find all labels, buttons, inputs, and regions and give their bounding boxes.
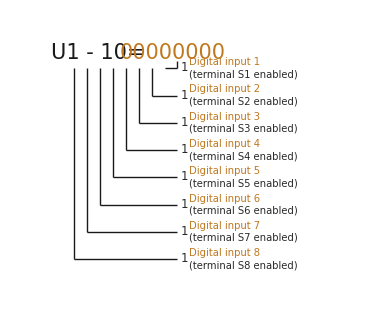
Text: Digital input 6: Digital input 6	[189, 193, 260, 204]
Text: (terminal S7 enabled): (terminal S7 enabled)	[189, 233, 297, 243]
Text: (terminal S4 enabled): (terminal S4 enabled)	[189, 151, 297, 161]
Text: Digital input 7: Digital input 7	[189, 221, 260, 231]
Text: 00000000: 00000000	[120, 43, 226, 63]
Text: 1: 1	[180, 89, 188, 102]
Text: 1: 1	[180, 61, 188, 74]
Text: 1: 1	[180, 143, 188, 156]
Text: (terminal S8 enabled): (terminal S8 enabled)	[189, 260, 297, 270]
Text: 1: 1	[180, 116, 188, 129]
Text: U1 - 10=: U1 - 10=	[51, 43, 144, 63]
Text: Digital input 1: Digital input 1	[189, 57, 260, 67]
Text: Digital input 3: Digital input 3	[189, 112, 260, 122]
Text: Digital input 5: Digital input 5	[189, 166, 260, 176]
Text: 1: 1	[180, 198, 188, 211]
Text: (terminal S1 enabled): (terminal S1 enabled)	[189, 69, 297, 79]
Text: (terminal S6 enabled): (terminal S6 enabled)	[189, 206, 297, 216]
Text: (terminal S5 enabled): (terminal S5 enabled)	[189, 178, 297, 188]
Text: Digital input 8: Digital input 8	[189, 248, 260, 258]
Text: 1: 1	[180, 252, 188, 265]
Text: (terminal S2 enabled): (terminal S2 enabled)	[189, 97, 297, 107]
Text: 1: 1	[180, 170, 188, 183]
Text: (terminal S3 enabled): (terminal S3 enabled)	[189, 124, 297, 134]
Text: 1: 1	[180, 225, 188, 238]
Text: Digital input 4: Digital input 4	[189, 139, 260, 149]
Text: Digital input 2: Digital input 2	[189, 85, 260, 95]
